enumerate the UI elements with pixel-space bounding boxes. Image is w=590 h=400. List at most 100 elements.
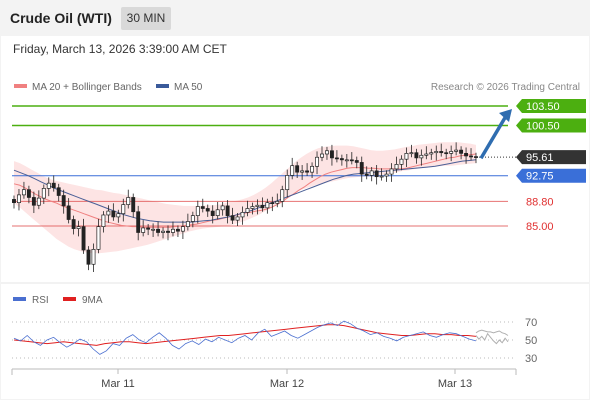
- top-bar: Crude Oil (WTI) 30 MIN: [0, 0, 590, 36]
- rsi-tick-50: 50: [525, 335, 537, 347]
- candle-body-76: [389, 168, 394, 175]
- candle-body-51: [265, 202, 270, 209]
- rsi-tail-line: [475, 332, 509, 345]
- candle-body-0: [12, 199, 16, 203]
- candle-body-67: [344, 159, 349, 162]
- rsi-legend-swatch-0: [13, 297, 26, 301]
- candle-body-38: [200, 206, 205, 209]
- candle-body-45: [235, 216, 240, 221]
- candle-body-40: [210, 210, 215, 216]
- candle-body-62: [320, 153, 324, 158]
- legend-swatch-0: [14, 84, 27, 88]
- candle-body-47: [245, 208, 250, 213]
- candle-body-31: [166, 230, 170, 233]
- candle-body-70: [359, 162, 364, 175]
- last-price-tag-bg: [516, 150, 586, 165]
- level-tag-92.75-bg: [516, 168, 586, 183]
- x-tick-label-2: Mar 13: [438, 378, 472, 390]
- instrument-title: Crude Oil (WTI): [10, 10, 112, 26]
- candle-body-14: [81, 226, 86, 251]
- candle-body-80: [409, 152, 414, 155]
- candle-body-44: [230, 215, 235, 221]
- candle-body-63: [325, 150, 329, 155]
- credit-text: Research © 2026 Trading Central: [431, 82, 580, 93]
- candle-body-83: [424, 153, 429, 156]
- candle-body-57: [295, 165, 300, 173]
- candle-body-91: [464, 153, 469, 157]
- candle-body-25: [136, 211, 141, 233]
- rsi-tick-30: 30: [525, 353, 537, 365]
- candle-body-27: [146, 227, 151, 230]
- candle-body-68: [349, 159, 354, 162]
- level-tag-103.50-bg: [516, 99, 586, 113]
- candle-body-89: [454, 149, 459, 152]
- level-label-88.80: 88.80: [526, 196, 554, 208]
- candle-body-64: [329, 150, 334, 159]
- candle-body-58: [300, 170, 305, 173]
- candle-body-48: [250, 206, 255, 209]
- candle-body-39: [205, 208, 210, 212]
- candle-body-19: [106, 210, 111, 216]
- candle-body-24: [131, 197, 136, 213]
- candle-body-36: [190, 215, 195, 222]
- candle-body-5: [36, 197, 41, 206]
- legend-swatch-1: [156, 84, 169, 88]
- candle-body-37: [195, 206, 200, 216]
- candle-body-60: [310, 165, 315, 173]
- candle-body-74: [379, 175, 384, 178]
- candle-body-85: [434, 151, 439, 154]
- candle-body-69: [354, 160, 359, 163]
- candle-body-23: [126, 197, 131, 205]
- candle-body-42: [220, 205, 225, 211]
- candle-body-34: [180, 226, 185, 232]
- candle-body-6: [41, 188, 46, 199]
- candle-body-61: [315, 156, 319, 167]
- projection-arrow-shaft: [479, 115, 508, 160]
- candle-body-71: [364, 173, 369, 176]
- candle-body-77: [394, 164, 399, 170]
- candle-body-41: [215, 209, 220, 216]
- candle-body-10: [61, 195, 66, 207]
- candle-body-2: [21, 189, 26, 196]
- candle-body-92: [469, 155, 473, 158]
- candle-body-13: [76, 226, 81, 229]
- ma9-tail-line: [475, 329, 509, 336]
- level-tag-92.75-text: 92.75: [526, 171, 554, 183]
- candle-body-65: [334, 157, 339, 160]
- candle-body-90: [459, 149, 464, 154]
- candle-body-55: [285, 175, 290, 191]
- candle-body-9: [56, 187, 61, 196]
- rsi-line: [13, 320, 477, 355]
- candle-body-4: [31, 197, 36, 206]
- candle-body-30: [161, 230, 165, 233]
- candle-body-79: [404, 153, 409, 160]
- candle-body-33: [175, 228, 180, 232]
- timeframe-button[interactable]: 30 MIN: [121, 7, 171, 30]
- candle-body-21: [116, 213, 121, 218]
- last-price-tag-text: 95.61: [526, 152, 554, 164]
- x-tick-label-1: Mar 12: [270, 378, 304, 390]
- candle-body-8: [51, 182, 56, 189]
- candle-body-17: [96, 226, 101, 250]
- candle-body-72: [369, 170, 374, 176]
- rsi-legend-swatch-1: [63, 297, 76, 301]
- projection-arrow-head: [499, 109, 512, 122]
- candle-body-3: [26, 189, 31, 198]
- rsi-legend-label-0: RSI: [32, 295, 49, 306]
- candle-body-28: [151, 228, 156, 231]
- level-tag-103.50-text: 103.50: [526, 101, 560, 113]
- candle-body-20: [111, 210, 116, 218]
- candle-body-15: [86, 249, 91, 265]
- legend-label-0: MA 20 + Bollinger Bands: [32, 82, 142, 93]
- level-tag-100.50-text: 100.50: [526, 120, 560, 132]
- candle-body-1: [17, 194, 21, 203]
- candle-body-56: [290, 165, 295, 176]
- candle-body-59: [305, 170, 310, 173]
- candle-body-18: [101, 214, 106, 227]
- level-tag-100.50-bg: [516, 118, 586, 133]
- candle-body-84: [429, 152, 434, 155]
- candle-body-26: [141, 227, 146, 233]
- candle-body-50: [260, 204, 265, 209]
- level-label-85.00: 85.00: [526, 221, 554, 233]
- candle-body-81: [414, 152, 419, 159]
